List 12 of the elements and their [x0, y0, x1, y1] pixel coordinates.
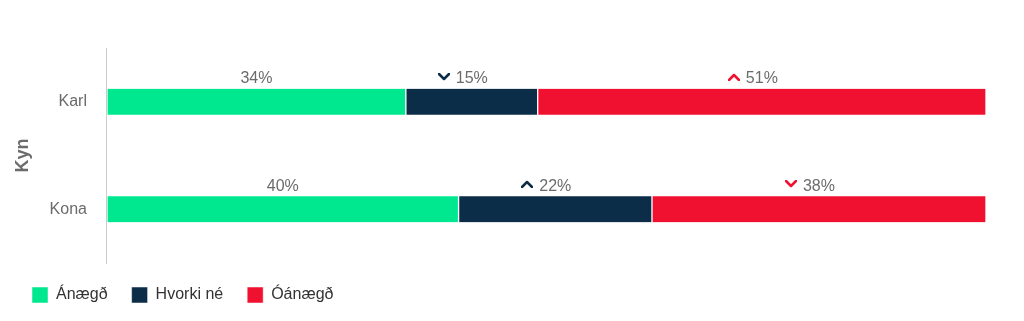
data-label: 40%: [266, 176, 299, 194]
data-label: 51%: [745, 69, 778, 87]
data-label: 15%: [455, 69, 488, 87]
data-label: 38%: [802, 176, 835, 194]
data-label: 22%: [539, 176, 572, 194]
y-tick-label: Karl: [58, 92, 87, 110]
y-tick-label: Kona: [49, 199, 88, 217]
legend-label: Hvorki né: [155, 285, 224, 303]
data-label: 34%: [240, 69, 273, 87]
legend-label: Óánægð: [271, 284, 334, 303]
y-axis-title: Kyn: [11, 138, 32, 173]
legend-label: Ánægð: [56, 284, 108, 303]
